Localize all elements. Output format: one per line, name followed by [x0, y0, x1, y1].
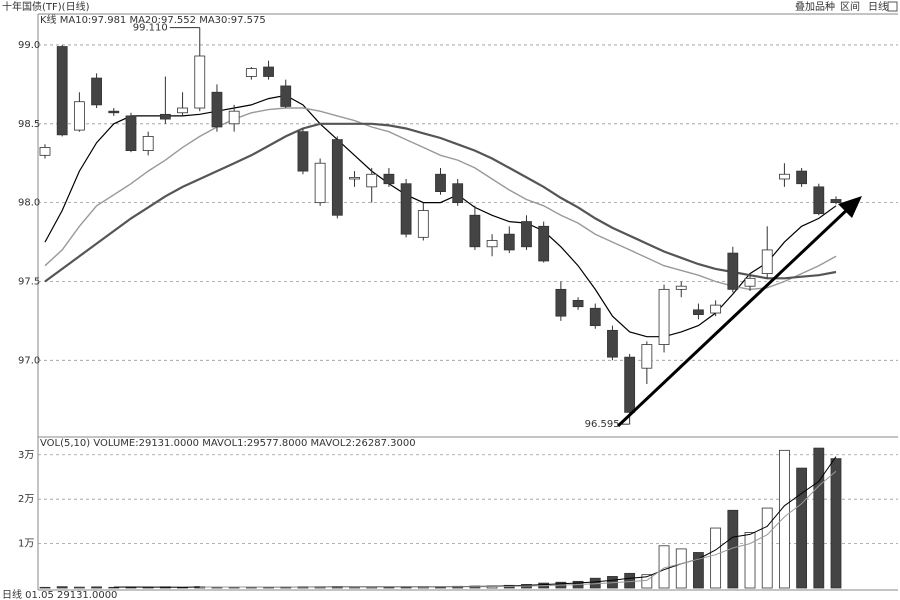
- candle-body: [641, 344, 653, 369]
- candle-body: [675, 285, 687, 290]
- toolbar-button[interactable]: 日线: [868, 0, 888, 13]
- candle-body: [331, 139, 343, 216]
- candle-body: [400, 183, 412, 235]
- candle-body: [417, 210, 429, 238]
- candle-body: [796, 170, 808, 185]
- low-label: 96.595: [585, 419, 620, 430]
- candle-body: [555, 288, 567, 317]
- candle-body: [761, 249, 773, 274]
- candle-body: [159, 113, 171, 120]
- candle-body: [91, 77, 102, 106]
- moving-average: [44, 122, 837, 283]
- volume-bar: [108, 586, 120, 589]
- candle-body: [693, 309, 704, 315]
- toolbar-button[interactable]: 叠加品种: [795, 0, 835, 13]
- volume-bar: [39, 586, 51, 589]
- candle-body: [607, 329, 618, 358]
- y-tick-label: 3万: [18, 450, 34, 461]
- candle-body: [194, 55, 206, 109]
- legend: K线 MA10:97.981 MA20:97.552 MA30:97.575: [40, 13, 266, 26]
- y-tick-label: 98.0: [18, 198, 40, 209]
- candle-body: [658, 288, 670, 345]
- y-tick-label: 97.5: [18, 276, 40, 287]
- volume-bar: [710, 527, 722, 589]
- candle-body: [142, 136, 154, 152]
- candle-body: [228, 110, 240, 125]
- candle-body: [435, 173, 446, 192]
- candle-body: [56, 46, 68, 136]
- y-tick-label: 2万: [18, 494, 34, 505]
- candle-body: [73, 101, 85, 131]
- arrow-head: [838, 196, 862, 218]
- candle-body: [108, 110, 120, 114]
- candle-body: [830, 199, 842, 204]
- candle-body: [744, 277, 756, 287]
- candle-body: [263, 66, 274, 77]
- candle-body: [39, 147, 51, 156]
- candle-body: [589, 307, 601, 327]
- volume-bar: [779, 449, 790, 589]
- y-tick-label: 98.5: [18, 119, 40, 130]
- volume-bar: [56, 586, 68, 589]
- candle-body: [624, 356, 636, 413]
- candle-body: [521, 221, 532, 248]
- candle-body: [125, 115, 137, 152]
- y-tick-label: 97.0: [18, 355, 40, 366]
- moving-average: [44, 94, 837, 338]
- candle-body: [779, 173, 790, 180]
- candle-body: [280, 85, 292, 107]
- volume-bar: [73, 586, 85, 589]
- volume-bar: [91, 586, 102, 589]
- candle-body: [813, 186, 825, 215]
- footer: 日线 01.05 29131.0000: [2, 588, 117, 600]
- candle-body: [538, 225, 550, 262]
- candle-body: [727, 252, 739, 290]
- toolbar-icon[interactable]: [887, 1, 898, 12]
- volume-bar: [675, 548, 687, 589]
- candle-body: [503, 233, 515, 251]
- volume-bar: [761, 507, 773, 589]
- volume-legend: VOL(5,10) VOLUME:29131.0000 MAVOL1:29577…: [40, 438, 416, 449]
- volume-bar: [813, 447, 825, 589]
- volume-bar: [693, 552, 704, 589]
- candle-body: [486, 240, 498, 248]
- toolbar-button[interactable]: 区间: [840, 0, 860, 13]
- volume-bar: [727, 509, 739, 589]
- plot: 99.0 98.5 98.0 97.5 97.0 3万 2万 1万 99.110 96.595: [18, 23, 898, 589]
- candle-body: [314, 162, 326, 204]
- volume-bar: [744, 532, 756, 589]
- volume-bar: [830, 458, 842, 589]
- candle-body: [349, 177, 360, 180]
- y-tick-label: 1万: [18, 539, 34, 550]
- candle-body: [572, 299, 584, 308]
- candle-body: [211, 91, 223, 128]
- candle-body: [710, 304, 722, 314]
- y-tick-label: 99.0: [18, 40, 40, 51]
- candle-body: [383, 173, 395, 185]
- volume-bar: [641, 574, 653, 589]
- high-label: 99.110: [133, 23, 168, 34]
- candle-body: [177, 107, 188, 114]
- candle-body: [245, 68, 257, 77]
- candle-body: [452, 183, 464, 204]
- candle-body: [297, 131, 309, 172]
- volume-average: [199, 470, 837, 588]
- trend-arrow: [616, 205, 852, 428]
- moving-average: [44, 107, 837, 291]
- candle-body: [469, 214, 481, 248]
- volume-bar: [624, 572, 636, 589]
- volume-bar: [796, 467, 808, 589]
- chart-title: 十年国债(TF)(日线): [2, 0, 90, 13]
- candle-body: [366, 173, 378, 188]
